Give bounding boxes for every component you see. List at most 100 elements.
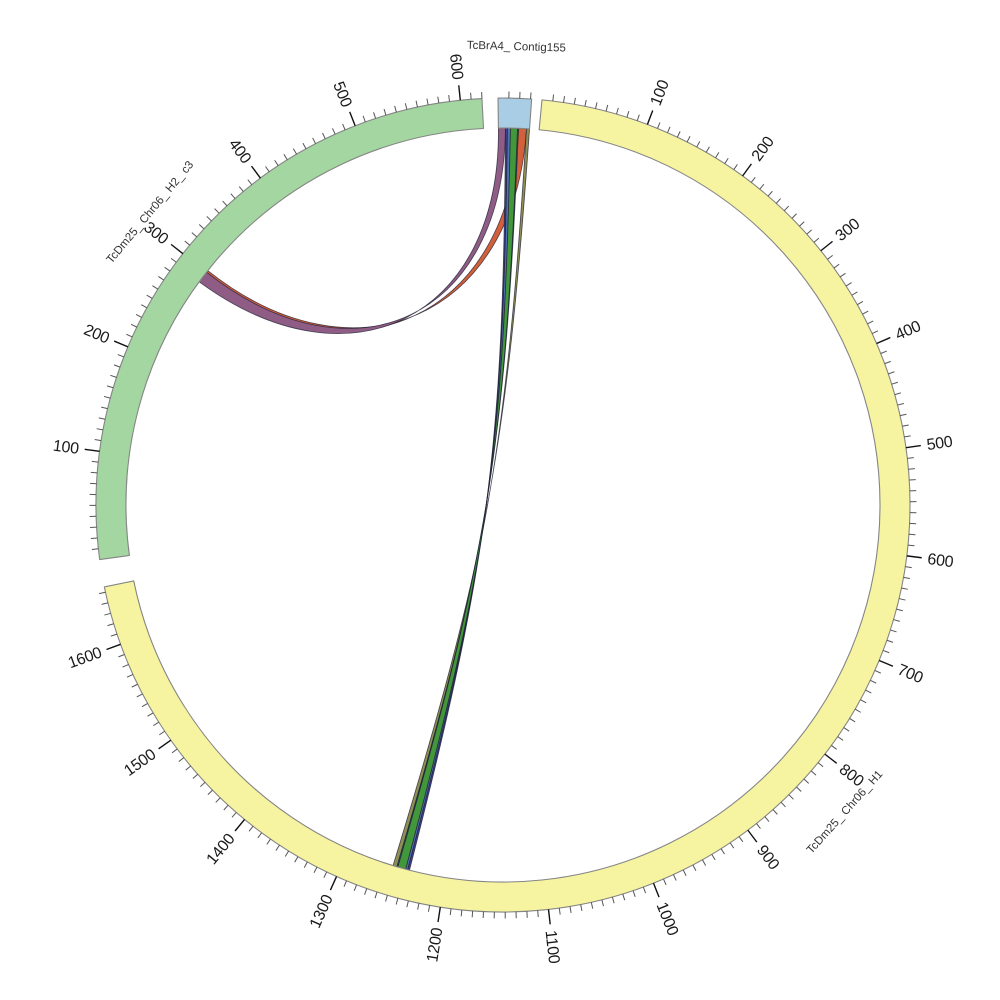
minor-tick [395, 898, 399, 905]
major-tick [250, 165, 262, 179]
minor-tick [449, 908, 452, 916]
minor-tick [153, 721, 160, 727]
minor-tick [860, 699, 867, 704]
tick-label: 1600 [66, 644, 105, 672]
minor-tick [170, 257, 177, 263]
minor-tick [284, 850, 290, 857]
minor-tick [897, 402, 904, 406]
major-tick [820, 240, 833, 252]
minor-tick [705, 146, 710, 153]
major-tick [824, 753, 838, 764]
minor-tick [206, 216, 212, 222]
tick-label: 100 [52, 438, 80, 458]
tick-marks-contig [508, 91, 532, 99]
tick-label: 300 [832, 215, 863, 245]
minor-tick [616, 107, 619, 115]
minor-tick [214, 208, 220, 214]
minor-tick [720, 848, 725, 855]
major-tick [878, 659, 894, 667]
minor-tick [874, 670, 881, 674]
minor-tick [141, 703, 148, 708]
minor-tick [894, 392, 902, 396]
minor-tick [907, 457, 914, 459]
minor-tick [636, 114, 640, 121]
minor-tick [207, 789, 213, 796]
minor-tick [871, 330, 879, 335]
major-tick [234, 818, 246, 832]
ribbon-green [397, 127, 518, 870]
minor-tick [136, 693, 143, 698]
minor-tick [672, 874, 677, 881]
minor-tick [903, 576, 911, 579]
minor-tick [322, 132, 326, 140]
minor-tick [750, 177, 756, 183]
minor-tick [806, 229, 812, 235]
minor-tick [886, 639, 894, 643]
tick-label: 900 [753, 842, 782, 873]
minor-tick [810, 770, 817, 776]
minor-tick [126, 333, 133, 338]
minor-tick [857, 300, 864, 306]
major-tick [742, 163, 752, 177]
minor-tick [796, 786, 802, 792]
ribbon-teal [396, 127, 519, 868]
minor-tick [642, 886, 647, 894]
minor-tick [353, 884, 358, 891]
minor-tick [91, 548, 99, 550]
minor-tick [569, 906, 572, 913]
minor-tick [667, 126, 671, 133]
minor-tick [198, 224, 205, 230]
minor-tick [118, 654, 125, 658]
minor-tick [682, 869, 687, 876]
minor-tick [470, 92, 472, 100]
minor-tick [383, 108, 387, 116]
tick-label: 100 [648, 78, 673, 109]
minor-tick [364, 888, 368, 895]
minor-tick [101, 406, 108, 410]
minor-tick [130, 323, 138, 328]
major-tick [84, 448, 100, 453]
minor-tick [110, 633, 118, 637]
tick-label: 400 [893, 318, 924, 344]
minor-tick [178, 757, 185, 762]
tick-label: 500 [926, 434, 954, 455]
minor-tick [274, 160, 279, 166]
minor-tick [126, 673, 134, 678]
minor-tick [103, 395, 111, 399]
minor-tick [91, 460, 99, 463]
minor-tick [783, 205, 790, 212]
minor-tick [563, 96, 566, 103]
minor-tick [283, 154, 288, 161]
minor-tick [891, 381, 899, 385]
minor-tick [158, 276, 165, 281]
minor-tick [905, 566, 912, 569]
minor-tick [657, 122, 661, 129]
minor-tick [185, 765, 192, 771]
minor-tick [426, 98, 429, 106]
minor-tick [775, 198, 781, 204]
minor-tick [676, 131, 681, 138]
minor-tick [788, 794, 794, 800]
minor-tick [605, 104, 609, 112]
minor-tick [171, 748, 178, 754]
minor-tick [865, 689, 872, 694]
minor-tick [448, 95, 451, 102]
minor-tick [192, 773, 199, 779]
minor-tick [415, 100, 418, 108]
major-tick [158, 739, 172, 750]
minor-tick [302, 142, 307, 150]
major-tick [106, 643, 121, 651]
minor-tick [164, 266, 171, 272]
minor-tick [803, 778, 810, 784]
minor-tick [146, 294, 153, 299]
minor-tick [230, 193, 236, 199]
minor-tick [98, 417, 106, 420]
minor-tick [870, 679, 877, 684]
segment-arc-h2 [95, 97, 485, 561]
minor-tick [222, 200, 228, 207]
segment-arc-contig [497, 97, 533, 130]
minor-tick [558, 908, 561, 915]
tick-label: 700 [895, 662, 926, 688]
